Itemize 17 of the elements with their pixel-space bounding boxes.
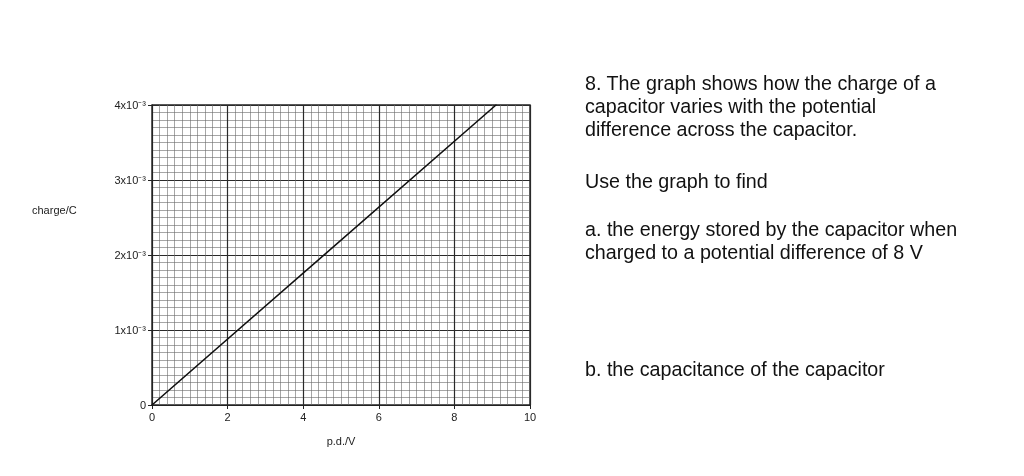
- text: 8. The graph shows how the charge of a capacitor varies with the potential difference across the capacitor.: [585, 72, 937, 141]
- x-tick-label: 6: [375, 410, 382, 423]
- y-axis-title: charge/C: [32, 203, 77, 216]
- y-tick-label: 2x10⁻³: [114, 249, 147, 261]
- x-tick-label: 2: [224, 410, 231, 423]
- y-tick-label: 3x10⁻³: [114, 174, 147, 186]
- x-tick-label: 0: [148, 410, 156, 423]
- x-axis-title: p.d./V: [326, 434, 357, 447]
- x-tick-label: 10: [523, 410, 537, 423]
- text: a. the energy stored by the capacitor when charged to a potential difference of 8 V: [585, 218, 959, 264]
- text: b. the capacitance of the capacitor: [585, 358, 886, 381]
- x-tick-label: 8: [451, 410, 458, 423]
- y-tick-label: 1x10⁻³: [114, 324, 147, 336]
- text: Use the graph to find: [585, 170, 769, 193]
- x-tick-label: 4: [300, 410, 307, 423]
- y-tick-label: 4x10⁻³: [114, 99, 147, 111]
- y-tick-label: 0: [139, 399, 146, 411]
